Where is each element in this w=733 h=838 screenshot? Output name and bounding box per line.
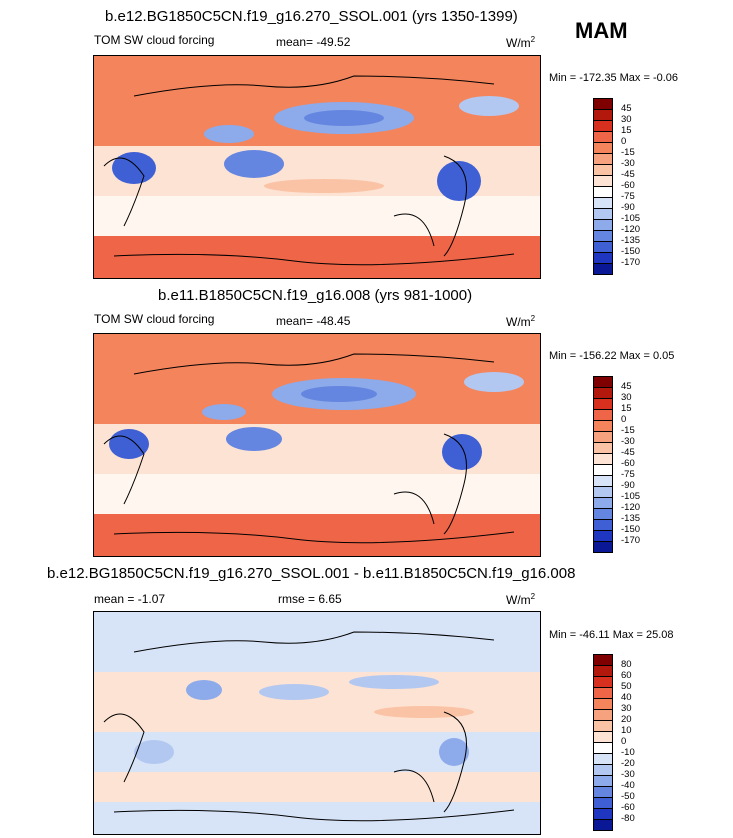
colorbar-swatch — [593, 263, 613, 275]
colorbar-tick-label: -60 — [621, 802, 635, 813]
colorbar-tick-label: 10 — [621, 725, 632, 736]
colorbar-tick-label: -135 — [621, 235, 641, 246]
colorbar-tick-label: -30 — [621, 158, 635, 169]
panel1-mean-label: mean= -49.52 — [276, 35, 351, 49]
panel3-rmse-label: rmse = 6.65 — [278, 592, 342, 606]
colorbar-tick-label: 40 — [621, 692, 632, 703]
colorbar-tick-label: -60 — [621, 458, 635, 469]
panel1-map — [93, 55, 541, 279]
panel2-title: b.e11.B1850C5CN.f19_g16.008 (yrs 981-100… — [158, 287, 473, 304]
season-label: MAM — [575, 18, 628, 43]
colorbar-tick-label: -45 — [621, 169, 635, 180]
colorbar-tick-label: 30 — [621, 703, 632, 714]
panel3-mean-label: mean = -1.07 — [94, 592, 166, 606]
colorbar-tick-label: -105 — [621, 491, 641, 502]
panel1-colorbar: 45 30 15 0 -15 -30 -45 -60 -75 -90 -105 -120 -135 -15… — [593, 98, 663, 275]
panel1-minmax: Min = -172.35 Max = -0.06 — [549, 72, 679, 84]
colorbar-swatch — [593, 819, 613, 831]
panel2-map — [93, 333, 541, 557]
colorbar-tick-label: 15 — [621, 125, 632, 136]
panel3-minmax: Min = -46.11 Max = 25.08 — [549, 629, 674, 641]
colorbar-tick-label: 45 — [621, 103, 632, 114]
colorbar-tick-label: 0 — [621, 414, 627, 425]
colorbar-tick-label: -150 — [621, 246, 641, 257]
colorbar-tick-label: 30 — [621, 114, 632, 125]
panel3-units: W/m2 — [506, 592, 536, 607]
panel2-mean-label: mean= -48.45 — [276, 314, 351, 328]
colorbar-tick-label: -30 — [621, 769, 635, 780]
colorbar-tick-label: -60 — [621, 180, 635, 191]
colorbar-tick-label: -15 — [621, 147, 635, 158]
panel2-units: W/m2 — [506, 314, 536, 329]
colorbar-tick-label: 50 — [621, 681, 632, 692]
colorbar-tick-label: 15 — [621, 403, 632, 414]
panel3-map-field — [94, 612, 540, 834]
colorbar-tick-label: -40 — [621, 780, 635, 791]
colorbar-tick-label: -135 — [621, 513, 641, 524]
colorbar-tick-label: -120 — [621, 502, 641, 513]
colorbar-tick-label: -45 — [621, 447, 635, 458]
panel2-colorbar: 45 30 15 0 -15 -30 -45 -60 -75 -90 -105 -120 -135 -15… — [593, 376, 663, 553]
colorbar-tick-label: 30 — [621, 392, 632, 403]
panel1-map-field — [94, 56, 540, 278]
colorbar-tick-label: -150 — [621, 524, 641, 535]
colorbar-tick-label: -105 — [621, 213, 641, 224]
colorbar-tick-label: -10 — [621, 747, 635, 758]
panel1-units: W/m2 — [506, 35, 536, 50]
panel1-left-label: TOM SW cloud forcing — [94, 33, 215, 47]
colorbar-tick-label: 0 — [621, 136, 627, 147]
colorbar-tick-label: 60 — [621, 670, 632, 681]
colorbar-tick-label: -80 — [621, 813, 635, 824]
colorbar-tick-label: 80 — [621, 659, 632, 670]
panel3-map — [93, 611, 541, 835]
colorbar-tick-label: 20 — [621, 714, 632, 725]
colorbar-swatch — [593, 541, 613, 553]
colorbar-tick-label: -90 — [621, 480, 635, 491]
panel2-left-label: TOM SW cloud forcing — [94, 312, 215, 326]
colorbar-tick-label: 0 — [621, 736, 627, 747]
colorbar-tick-label: -120 — [621, 224, 641, 235]
colorbar-tick-label: 45 — [621, 381, 632, 392]
colorbar-tick-label: -170 — [621, 535, 641, 546]
colorbar-tick-label: -50 — [621, 791, 635, 802]
colorbar-tick-label: -90 — [621, 202, 635, 213]
panel1-title: b.e12.BG1850C5CN.f19_g16.270_SSOL.001 (y… — [105, 8, 518, 25]
panel3-title: b.e12.BG1850C5CN.f19_g16.270_SSOL.001 - … — [47, 565, 576, 582]
panel3-colorbar: 80 60 50 40 30 20 10 0 -10 -20 -30 -40 -50 -60 -80 — [593, 654, 663, 831]
colorbar-tick-label: -75 — [621, 191, 635, 202]
panel2-minmax: Min = -156.22 Max = 0.05 — [549, 350, 675, 362]
colorbar-tick-label: -15 — [621, 425, 635, 436]
colorbar-tick-label: -20 — [621, 758, 635, 769]
colorbar-tick-label: -170 — [621, 257, 641, 268]
panel2-map-field — [94, 334, 540, 556]
colorbar-tick-label: -30 — [621, 436, 635, 447]
colorbar-tick-label: -75 — [621, 469, 635, 480]
